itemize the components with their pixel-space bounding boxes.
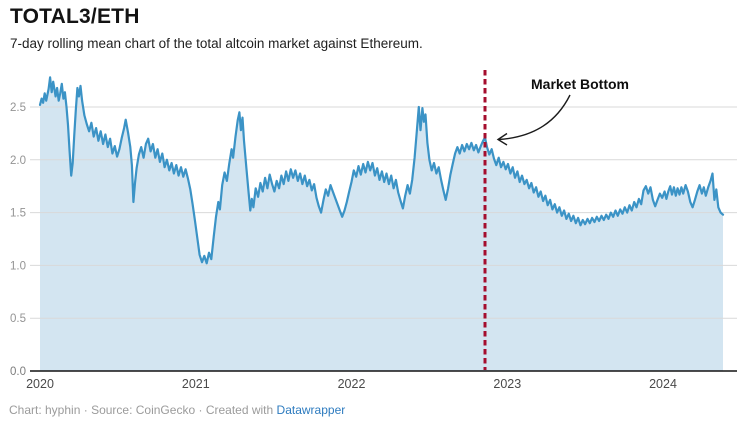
y-axis-tick-label: 2.5 (10, 102, 26, 114)
annotation-arrowhead (496, 132, 508, 146)
y-axis-tick-label: 2.0 (10, 155, 26, 167)
x-axis-tick-label: 2023 (493, 377, 521, 391)
attribution-source: Source: CoinGecko (91, 403, 196, 417)
annotation-arrow (498, 94, 571, 141)
attribution: Chart: hyphin · Source: CoinGecko · Crea… (9, 403, 345, 417)
x-axis-tick-label: 2021 (182, 377, 210, 391)
y-axis-tick-label: 0.0 (10, 366, 26, 378)
x-axis-tick-label: 2022 (338, 377, 366, 391)
x-axis-tick-label: 2020 (26, 377, 54, 391)
attribution-separator: · (83, 403, 88, 417)
chart-title: TOTAL3/ETH (10, 5, 140, 28)
datawrapper-link[interactable]: Datawrapper (276, 403, 346, 417)
x-axis-tick-label: 2024 (649, 377, 677, 391)
series-area-fill (40, 77, 723, 372)
annotation-market-bottom-label: Market Bottom (531, 76, 630, 92)
y-axis-tick-label: 1.5 (10, 208, 26, 220)
total3-eth-area-chart: 0.0 0.5 1.0 1.5 2.0 2.5 2020 2021 2022 2023 2024 (10, 70, 737, 391)
chart-subtitle: 7-day rolling mean chart of the total al… (10, 36, 423, 51)
attribution-created-with: Created with (205, 403, 274, 417)
attribution-separator: · (198, 403, 203, 417)
attribution-byline: Chart: hyphin (9, 403, 81, 417)
y-axis-tick-label: 1.0 (10, 260, 26, 272)
y-axis-tick-label: 0.5 (10, 313, 26, 325)
series-line (38, 76, 725, 265)
